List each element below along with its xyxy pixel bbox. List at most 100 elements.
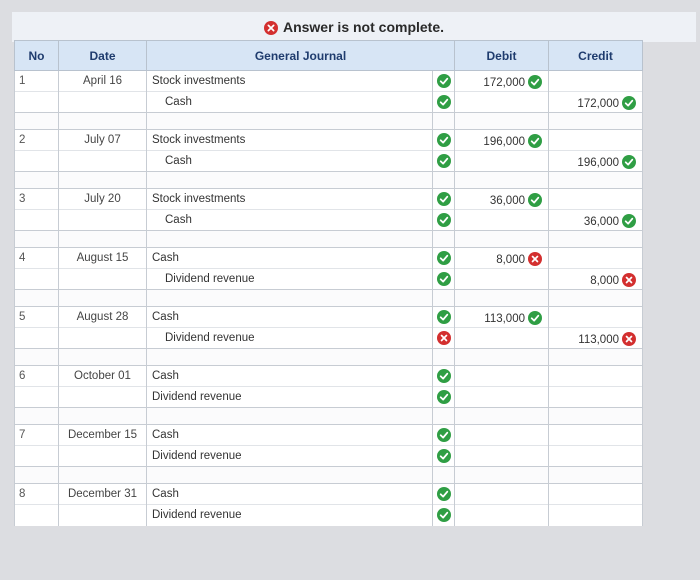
credit-amount-field[interactable]: 8,000 [548,268,643,290]
credit-account-field[interactable]: Dividend revenue [146,445,433,467]
credit-amount: 8,000 [590,275,619,287]
journal-row-credit: Cash 172,000 [14,91,643,113]
check-circle-icon [619,155,636,169]
debit-account-field[interactable]: Cash [146,483,433,505]
credit-account-field[interactable]: Dividend revenue [146,386,433,408]
debit-amount-field[interactable] [454,424,549,446]
credit-amount-field-empty[interactable] [548,70,643,92]
credit-account-field[interactable]: Dividend revenue [146,504,433,526]
row-spacer [14,230,643,248]
journal-row-credit: Dividend revenue [14,504,643,526]
account-check [432,91,455,113]
debit-account-field[interactable]: Cash [146,424,433,446]
entry-date[interactable]: December 31 [58,483,147,505]
debit-amount-field[interactable]: 36,000 [454,188,549,210]
debit-amount-field-empty[interactable] [454,386,549,408]
account-check [432,327,455,349]
entry-number-blank [14,268,59,290]
entry-number: 3 [14,188,59,210]
debit-account-field[interactable]: Cash [146,306,433,328]
entry-date[interactable]: July 20 [58,188,147,210]
credit-amount-field[interactable] [548,504,643,526]
entry-date[interactable]: August 15 [58,247,147,269]
x-circle-icon [619,332,636,346]
credit-amount-field[interactable]: 36,000 [548,209,643,231]
debit-amount-field-empty[interactable] [454,150,549,172]
journal-row-credit: Dividend revenue [14,445,643,467]
credit-account-field[interactable]: Cash [146,209,433,231]
debit-amount-field[interactable]: 196,000 [454,129,549,151]
entry-number: 7 [14,424,59,446]
debit-amount-field[interactable]: 172,000 [454,70,549,92]
entry-number: 4 [14,247,59,269]
debit-amount-field[interactable] [454,365,549,387]
credit-amount-field-empty[interactable] [548,365,643,387]
credit-amount-field[interactable]: 113,000 [548,327,643,349]
credit-amount-field-empty[interactable] [548,188,643,210]
check-circle-icon [436,272,451,286]
entry-date-blank [58,209,147,231]
journal-row-credit: Dividend revenue 8,000 [14,268,643,290]
entry-number-blank [14,327,59,349]
credit-amount-field[interactable]: 172,000 [548,91,643,113]
credit-amount: 196,000 [577,157,619,169]
debit-amount-field-empty[interactable] [454,327,549,349]
debit-account-field[interactable]: Stock investments [146,188,433,210]
row-spacer [14,289,643,307]
x-circle-icon [263,19,278,35]
x-circle-icon [619,273,636,287]
check-circle-icon [436,449,451,463]
journal-row-debit: 2 July 07 Stock investments 196,000 [14,129,643,151]
account-check [432,150,455,172]
check-circle-icon [436,251,451,265]
credit-amount-field-empty[interactable] [548,424,643,446]
credit-account-field[interactable]: Dividend revenue [146,327,433,349]
credit-account-field[interactable]: Cash [146,91,433,113]
credit-account-field[interactable]: Dividend revenue [146,268,433,290]
entry-number: 1 [14,70,59,92]
debit-amount-field-empty[interactable] [454,91,549,113]
debit-account-field[interactable]: Stock investments [146,70,433,92]
debit-account-field[interactable]: Cash [146,247,433,269]
credit-amount-field-empty[interactable] [548,129,643,151]
credit-amount-field-empty[interactable] [548,247,643,269]
journal-row-debit: 5 August 28 Cash 113,000 [14,306,643,328]
check-circle-icon [525,193,542,207]
account-check [432,129,455,151]
entry-date[interactable]: October 01 [58,365,147,387]
entry-date[interactable]: December 15 [58,424,147,446]
debit-amount-field[interactable] [454,483,549,505]
entry-date[interactable]: July 07 [58,129,147,151]
account-check [432,365,455,387]
debit-amount-field[interactable]: 113,000 [454,306,549,328]
journal-row-debit: 7 December 15 Cash [14,424,643,446]
journal-row-debit: 1 April 16 Stock investments 172,000 [14,70,643,92]
debit-amount-field-empty[interactable] [454,504,549,526]
entry-date-blank [58,150,147,172]
credit-amount-field[interactable] [548,386,643,408]
entry-date[interactable]: April 16 [58,70,147,92]
row-spacer [14,466,643,484]
entry-date[interactable]: August 28 [58,306,147,328]
journal-row-debit: 4 August 15 Cash 8,000 [14,247,643,269]
answer-status-banner: Answer is not complete. [12,12,696,42]
journal-row-credit: Dividend revenue [14,386,643,408]
debit-amount-field-empty[interactable] [454,209,549,231]
debit-amount-field[interactable]: 8,000 [454,247,549,269]
debit-amount-field-empty[interactable] [454,445,549,467]
header-no: No [14,40,59,71]
debit-account-field[interactable]: Stock investments [146,129,433,151]
debit-amount: 36,000 [489,195,525,207]
debit-amount: 172,000 [483,77,525,89]
credit-amount-field[interactable]: 196,000 [548,150,643,172]
credit-amount-field-empty[interactable] [548,306,643,328]
debit-amount: 113,000 [484,313,525,325]
check-circle-icon [436,213,451,227]
check-circle-icon [436,487,451,501]
credit-account-field[interactable]: Cash [146,150,433,172]
credit-amount-field[interactable] [548,445,643,467]
debit-account-field[interactable]: Cash [146,365,433,387]
credit-amount-field-empty[interactable] [548,483,643,505]
account-check [432,188,455,210]
debit-amount-field-empty[interactable] [454,268,549,290]
